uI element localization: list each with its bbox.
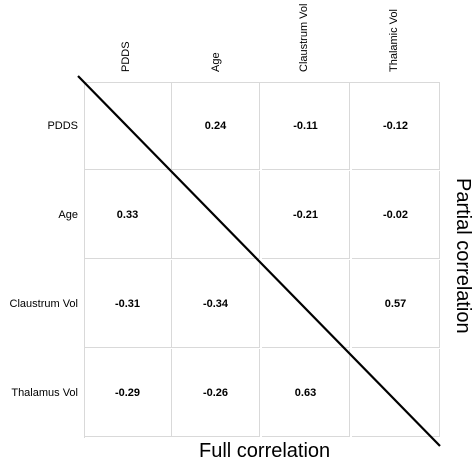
matrix-cell — [172, 171, 260, 259]
row-label-pdds: PDDS — [47, 120, 78, 132]
diagonal-line — [77, 75, 441, 447]
matrix-cell: 0.63 — [262, 349, 350, 437]
full-correlation-title: Full correlation — [199, 440, 331, 462]
matrix-cell: -0.12 — [352, 82, 440, 170]
matrix-cell: -0.29 — [84, 349, 172, 437]
matrix-cell: -0.31 — [84, 260, 172, 348]
cell-value: -0.02 — [382, 208, 409, 221]
matrix-cell: 0.33 — [84, 171, 172, 259]
matrix-cell: 0.57 — [352, 260, 440, 348]
cell-value: -0.29 — [114, 386, 141, 399]
matrix-cell — [84, 82, 172, 170]
cell-value: 0.33 — [116, 208, 139, 221]
matrix-cell: -0.34 — [172, 260, 260, 348]
matrix-cell: 0.24 — [172, 82, 260, 170]
matrix-cell — [352, 349, 440, 437]
cell-value: 0.24 — [204, 119, 227, 132]
row-label-claustrum-vol: Claustrum Vol — [9, 298, 78, 310]
matrix-grid — [84, 82, 440, 438]
row-label-age: Age — [58, 209, 78, 221]
matrix-cell: -0.11 — [262, 82, 350, 170]
matrix-cell: -0.02 — [352, 171, 440, 259]
cell-value: -0.12 — [382, 119, 409, 132]
partial-correlation-title: Partial correlation — [452, 178, 474, 334]
cell-value: -0.31 — [114, 297, 141, 310]
cell-value: 0.63 — [294, 386, 317, 399]
matrix-cell: -0.21 — [262, 171, 350, 259]
cell-value: -0.11 — [293, 119, 318, 132]
row-label-thalamus-vol: Thalamus Vol — [11, 387, 78, 399]
matrix-cell: -0.26 — [172, 349, 260, 437]
cell-value: 0.57 — [384, 297, 407, 310]
cell-value: -0.26 — [202, 386, 229, 399]
cell-value: -0.21 — [292, 208, 319, 221]
cell-value: -0.34 — [202, 297, 229, 310]
matrix-cell — [262, 260, 350, 348]
